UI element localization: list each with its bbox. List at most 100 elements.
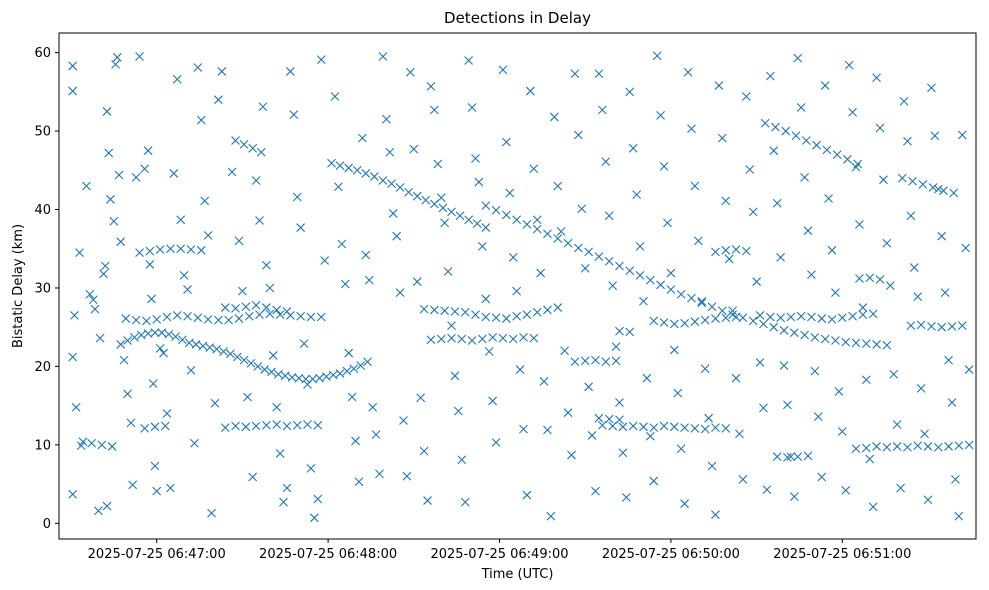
data-point	[429, 305, 439, 315]
data-point	[471, 154, 480, 163]
data-point	[841, 485, 851, 495]
data-point	[906, 321, 916, 331]
data-point	[625, 266, 635, 276]
data-point	[289, 110, 299, 119]
data-point	[731, 373, 741, 383]
data-point	[316, 312, 326, 322]
x-axis-label: Time (UTC)	[481, 567, 554, 582]
data-point	[920, 429, 929, 439]
data-point	[357, 133, 367, 143]
data-point	[577, 204, 587, 214]
data-point	[217, 67, 227, 76]
data-point	[519, 332, 528, 342]
data-point	[783, 453, 792, 462]
data-point	[412, 277, 422, 287]
data-point	[227, 167, 237, 177]
data-point	[628, 421, 638, 431]
data-point	[875, 274, 885, 284]
data-point	[392, 231, 402, 241]
data-point	[82, 181, 91, 191]
data-point	[659, 318, 669, 327]
data-point	[762, 485, 772, 494]
data-point	[553, 181, 563, 191]
data-point	[275, 449, 285, 458]
data-point	[231, 421, 240, 431]
data-point	[159, 348, 168, 358]
data-point	[438, 203, 448, 213]
data-point	[532, 215, 542, 225]
data-point	[735, 429, 744, 439]
data-point	[889, 369, 899, 379]
data-point	[501, 137, 511, 147]
data-point	[464, 56, 474, 65]
data-point	[68, 61, 78, 71]
data-point	[148, 379, 158, 389]
data-point	[601, 157, 611, 167]
data-point	[344, 163, 354, 173]
data-point	[220, 423, 230, 432]
data-point	[88, 295, 98, 305]
data-point	[426, 81, 436, 91]
data-point	[176, 215, 186, 225]
data-point	[587, 431, 597, 440]
data-point	[109, 216, 119, 226]
data-point	[162, 409, 172, 418]
data-point	[892, 420, 902, 429]
data-point	[196, 245, 206, 255]
data-point	[447, 207, 456, 217]
data-point	[940, 288, 950, 298]
y-axis-label: Bistatic Delay (km)	[11, 224, 26, 348]
data-point	[543, 425, 552, 435]
data-point	[813, 412, 823, 422]
data-point	[618, 448, 628, 458]
data-point	[116, 237, 126, 247]
data-point	[711, 510, 720, 520]
data-point	[135, 52, 144, 61]
data-point	[642, 373, 652, 383]
data-point	[450, 307, 460, 316]
data-point	[837, 427, 847, 436]
data-point	[68, 489, 78, 499]
data-point	[232, 352, 242, 362]
data-point	[214, 95, 223, 105]
data-point	[363, 357, 372, 367]
data-point	[522, 220, 532, 229]
data-point	[779, 325, 789, 335]
data-point	[597, 105, 607, 115]
data-point	[721, 245, 731, 255]
data-point	[604, 414, 614, 424]
data-point	[711, 423, 720, 432]
data-point	[615, 261, 624, 271]
data-point	[292, 192, 302, 202]
data-point	[543, 305, 552, 315]
data-point	[354, 477, 364, 487]
data-point	[800, 330, 809, 340]
data-point	[231, 136, 240, 145]
data-point	[292, 420, 302, 430]
data-point	[608, 281, 618, 290]
data-point	[621, 493, 631, 502]
data-point	[885, 281, 895, 290]
data-point	[916, 383, 926, 393]
data-point	[933, 442, 943, 452]
data-point	[330, 92, 340, 101]
data-point	[844, 60, 854, 70]
data-point	[820, 81, 830, 90]
data-point	[349, 364, 359, 374]
data-point	[903, 442, 912, 452]
data-point	[947, 322, 957, 331]
data-point	[352, 165, 362, 175]
data-point	[484, 347, 494, 356]
data-point	[721, 196, 731, 206]
data-point	[680, 318, 690, 328]
x-axis: 2025-07-25 06:47:00 2025-07-25 06:48:00 20…	[88, 539, 911, 562]
data-point	[279, 497, 288, 507]
data-point	[135, 248, 144, 258]
data-point	[260, 365, 270, 374]
data-point	[183, 285, 192, 294]
data-point	[680, 499, 690, 509]
data-point	[313, 494, 323, 504]
data-point	[337, 239, 347, 249]
data-point	[447, 333, 456, 343]
